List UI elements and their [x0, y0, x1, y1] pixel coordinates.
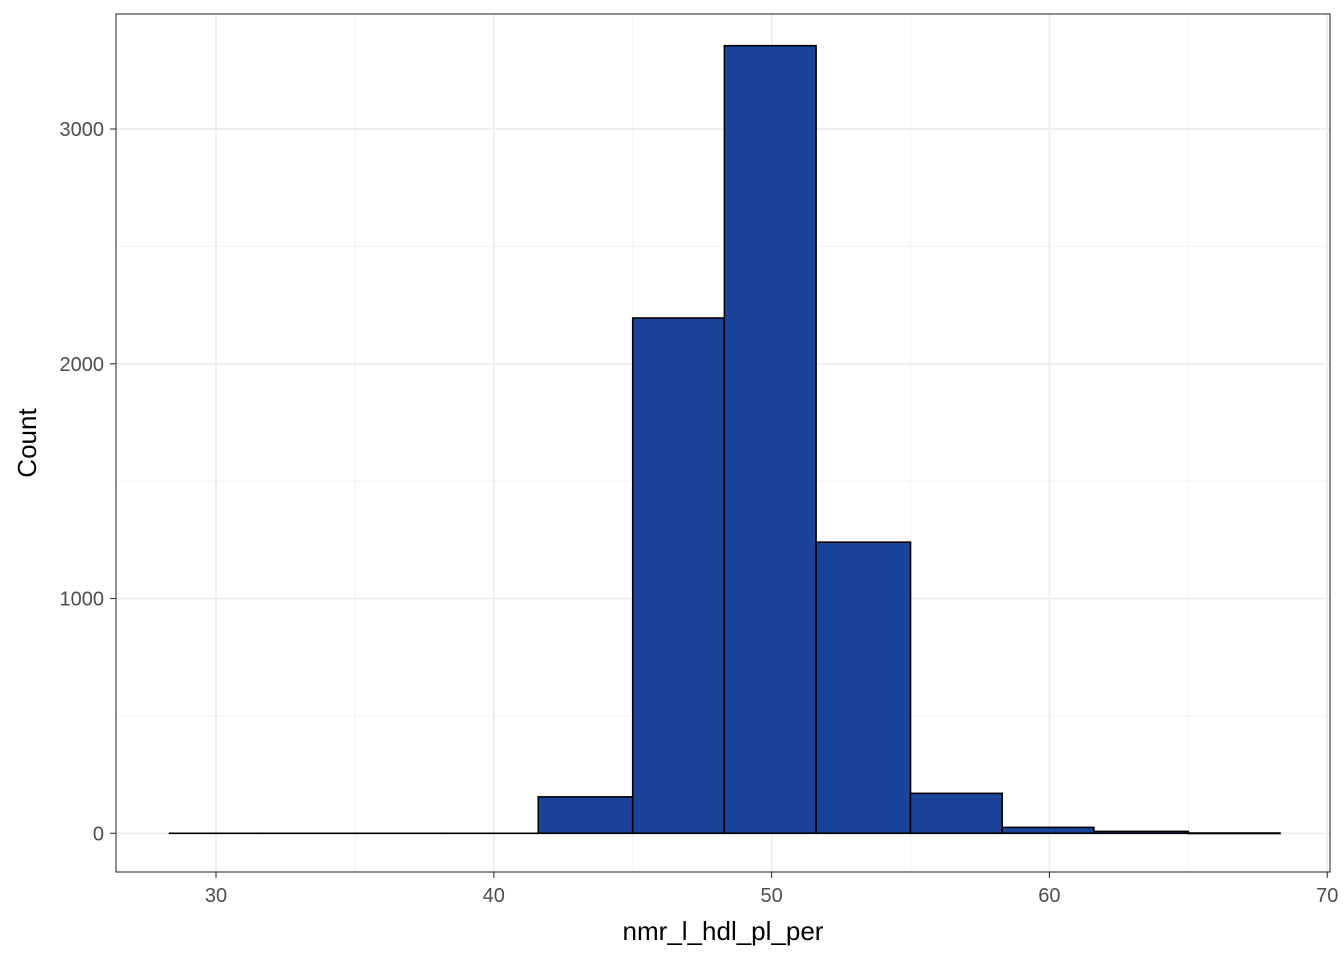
y-tick-label: 0	[93, 823, 104, 845]
y-axis: 0 1000 2000 3000	[60, 119, 116, 845]
y-tick-label: 3000	[60, 119, 105, 141]
histogram-bar-5	[631, 317, 726, 835]
x-tick-label: 40	[483, 885, 505, 907]
x-axis-title: nmr_l_hdl_pl_per	[623, 916, 824, 946]
x-tick-label: 60	[1038, 885, 1060, 907]
x-tick-label: 30	[205, 885, 227, 907]
y-axis-title: Count	[12, 408, 42, 478]
x-tick-label: 50	[760, 885, 782, 907]
histogram-bar-11	[1187, 832, 1281, 835]
histogram-bars	[168, 44, 1281, 835]
y-tick-label: 2000	[60, 354, 105, 376]
histogram-bar-6	[723, 44, 817, 835]
histogram-bar-7	[815, 541, 912, 835]
histogram-bar-10	[1093, 830, 1190, 835]
y-tick-label: 1000	[60, 589, 105, 611]
x-tick-label: 70	[1316, 885, 1338, 907]
histogram-bar-8	[909, 792, 1003, 835]
x-axis: 30 40 50 60 70	[205, 872, 1338, 907]
panel-border	[115, 13, 1331, 873]
histogram-bar-4	[537, 796, 634, 835]
histogram-bar-9	[1001, 826, 1095, 835]
